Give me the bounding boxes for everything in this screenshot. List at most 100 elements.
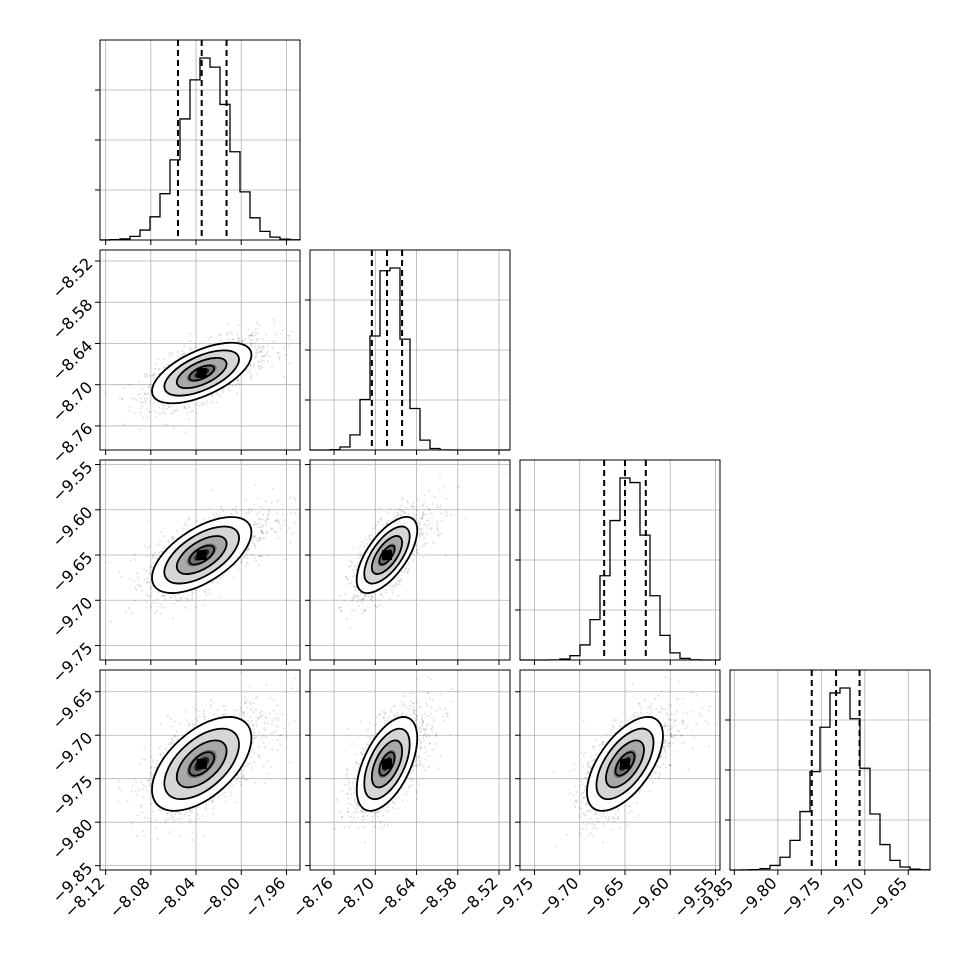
sample-point <box>252 523 255 526</box>
sample-point <box>432 503 435 505</box>
sample-point <box>290 511 293 514</box>
sample-point <box>254 483 257 486</box>
sample-point <box>133 554 136 557</box>
sample-point <box>411 560 414 563</box>
sample-point <box>180 813 183 816</box>
sample-point <box>261 507 264 510</box>
sample-point <box>226 334 229 337</box>
sample-point <box>354 596 357 599</box>
sample-point <box>422 514 424 517</box>
sample-point <box>150 755 153 758</box>
sample-point <box>186 524 188 527</box>
sample-point <box>161 550 164 553</box>
sample-point <box>360 598 363 601</box>
sample-point <box>155 598 158 601</box>
sample-point <box>185 431 187 434</box>
sample-point <box>235 779 238 782</box>
sample-point <box>284 354 287 356</box>
sample-point <box>254 781 257 784</box>
sample-point <box>258 731 261 734</box>
sample-point <box>421 531 424 534</box>
sample-point <box>251 742 254 745</box>
sample-point <box>436 523 438 526</box>
sample-point <box>229 383 232 386</box>
sample-point <box>183 352 186 355</box>
sample-point <box>224 708 227 711</box>
sample-point <box>245 707 248 710</box>
sample-point <box>375 605 378 608</box>
sample-point <box>254 328 257 331</box>
sample-point <box>145 570 148 573</box>
sample-point <box>357 557 360 559</box>
sample-point <box>427 507 430 510</box>
sample-point <box>253 761 255 764</box>
sample-point <box>259 537 262 540</box>
sample-point <box>164 366 167 368</box>
sample-point <box>266 350 269 353</box>
sample-point <box>372 596 375 598</box>
sample-point <box>172 413 175 415</box>
sample-point <box>224 801 227 803</box>
sample-point <box>144 393 147 396</box>
sample-point <box>143 397 146 400</box>
sample-point <box>255 352 258 355</box>
sample-point <box>248 371 251 374</box>
sample-point <box>130 397 133 400</box>
sample-point <box>231 508 234 511</box>
sample-point <box>279 332 282 335</box>
sample-point <box>213 515 216 518</box>
sample-point <box>164 595 167 597</box>
sample-point <box>220 507 223 510</box>
sample-point <box>401 578 404 581</box>
sample-point <box>162 407 165 410</box>
sample-point <box>141 805 143 808</box>
sample-point <box>170 817 173 819</box>
sample-point <box>244 338 247 341</box>
sample-points <box>338 472 505 629</box>
sample-point <box>436 528 439 531</box>
sample-point <box>439 504 442 507</box>
sample-point <box>135 589 138 591</box>
sample-point <box>241 776 244 779</box>
density-shading <box>356 517 418 594</box>
sample-point <box>208 517 211 520</box>
sample-point <box>399 508 401 511</box>
sample-point <box>160 603 163 606</box>
sample-point <box>425 527 428 529</box>
sample-point <box>236 392 239 395</box>
sample-point <box>248 723 251 725</box>
sample-point <box>154 766 157 769</box>
sample-point <box>263 782 266 785</box>
sample-point <box>218 514 221 517</box>
sample-point <box>191 596 194 599</box>
sample-point <box>154 410 157 413</box>
sample-point <box>369 538 371 541</box>
sample-point <box>387 519 390 522</box>
sample-point <box>442 485 445 488</box>
sample-point <box>419 517 422 520</box>
sample-point <box>385 591 388 594</box>
sample-point <box>177 350 180 353</box>
sample-point <box>426 513 429 516</box>
sample-point <box>345 575 348 578</box>
sample-point <box>144 544 146 547</box>
density-peak <box>196 368 207 379</box>
sample-point <box>209 592 212 595</box>
sample-point <box>157 358 160 361</box>
sample-point <box>384 588 387 591</box>
sample-point <box>253 732 256 735</box>
sample-point <box>250 719 253 722</box>
sample-point <box>248 545 251 548</box>
sample-point <box>210 395 213 398</box>
sample-point <box>418 527 421 530</box>
sample-point <box>143 568 146 571</box>
sample-point <box>163 409 166 412</box>
sample-point <box>260 355 263 358</box>
sample-point <box>170 738 173 741</box>
sample-point <box>289 338 292 341</box>
sample-point <box>256 321 259 324</box>
sample-point <box>164 821 167 824</box>
sample-point <box>243 702 246 705</box>
sample-point <box>164 412 167 415</box>
sample-point <box>261 359 263 362</box>
